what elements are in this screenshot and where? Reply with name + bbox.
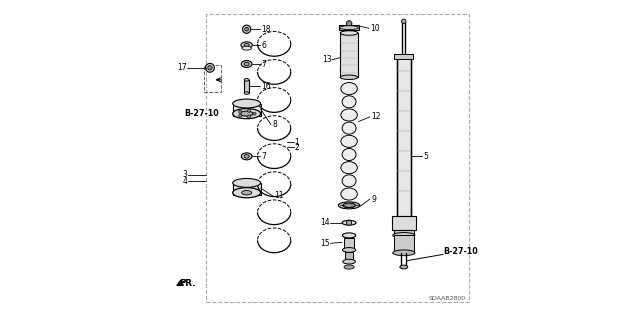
Text: 17: 17 <box>177 63 186 72</box>
Text: 16: 16 <box>262 82 271 91</box>
Circle shape <box>253 112 256 115</box>
Ellipse shape <box>233 188 260 198</box>
Ellipse shape <box>240 111 253 116</box>
Ellipse shape <box>342 122 356 134</box>
Bar <box>394 230 414 235</box>
Ellipse shape <box>244 155 249 158</box>
Circle shape <box>208 66 212 70</box>
Ellipse shape <box>342 248 356 252</box>
Text: 9: 9 <box>372 195 376 204</box>
Ellipse shape <box>342 233 356 238</box>
Ellipse shape <box>341 109 357 121</box>
Bar <box>346 252 353 262</box>
Ellipse shape <box>400 265 408 269</box>
Bar <box>397 55 411 216</box>
Text: B-27-10: B-27-10 <box>184 109 219 118</box>
Circle shape <box>401 19 406 24</box>
Ellipse shape <box>393 233 415 238</box>
Bar <box>392 216 416 230</box>
Bar <box>204 65 221 92</box>
Bar <box>233 183 260 195</box>
Text: SDAAB2800: SDAAB2800 <box>428 296 465 301</box>
Ellipse shape <box>342 175 356 187</box>
Text: 15: 15 <box>321 239 330 248</box>
Ellipse shape <box>241 190 252 195</box>
Ellipse shape <box>342 220 356 225</box>
Ellipse shape <box>233 178 260 187</box>
Ellipse shape <box>244 62 249 66</box>
Text: 11: 11 <box>274 191 284 200</box>
Ellipse shape <box>244 43 249 47</box>
Text: 10: 10 <box>371 24 380 33</box>
Text: 8: 8 <box>273 120 277 129</box>
Ellipse shape <box>244 92 249 94</box>
Circle shape <box>205 63 214 72</box>
Circle shape <box>244 27 248 31</box>
Bar <box>344 238 354 250</box>
Ellipse shape <box>393 250 415 256</box>
Text: 7: 7 <box>262 152 266 161</box>
Ellipse shape <box>340 31 358 35</box>
Ellipse shape <box>339 202 360 209</box>
Text: 18: 18 <box>262 25 271 34</box>
Ellipse shape <box>343 203 355 208</box>
Ellipse shape <box>241 42 252 48</box>
Text: 1: 1 <box>294 137 300 147</box>
Ellipse shape <box>341 162 357 174</box>
Ellipse shape <box>343 259 355 264</box>
Ellipse shape <box>340 75 358 79</box>
Text: 3: 3 <box>182 170 187 179</box>
Ellipse shape <box>244 78 249 81</box>
Ellipse shape <box>340 26 358 30</box>
Bar <box>339 25 359 30</box>
Circle shape <box>248 109 251 112</box>
Ellipse shape <box>242 46 252 50</box>
Ellipse shape <box>341 188 357 200</box>
Ellipse shape <box>342 148 356 160</box>
Text: 13: 13 <box>322 56 332 64</box>
Circle shape <box>239 110 242 113</box>
Bar <box>394 54 413 59</box>
Text: 12: 12 <box>372 112 381 121</box>
Text: 7: 7 <box>262 60 266 69</box>
Bar <box>394 235 414 253</box>
Ellipse shape <box>233 99 260 108</box>
Bar <box>340 33 358 77</box>
Ellipse shape <box>233 108 260 119</box>
Circle shape <box>346 21 352 26</box>
Ellipse shape <box>341 83 357 95</box>
Text: 14: 14 <box>321 218 330 227</box>
Ellipse shape <box>241 153 252 160</box>
Ellipse shape <box>341 135 357 147</box>
Text: 4: 4 <box>182 176 187 186</box>
Text: 5: 5 <box>424 152 428 161</box>
Circle shape <box>239 114 242 117</box>
Text: 2: 2 <box>294 143 300 152</box>
Bar <box>206 14 468 302</box>
Circle shape <box>243 25 251 33</box>
Text: B-27-10: B-27-10 <box>444 247 478 256</box>
Ellipse shape <box>241 61 252 68</box>
Ellipse shape <box>344 265 354 269</box>
Circle shape <box>248 115 251 118</box>
Ellipse shape <box>342 96 356 108</box>
Bar <box>244 80 249 93</box>
Circle shape <box>347 220 351 225</box>
Bar <box>233 104 260 116</box>
Text: 6: 6 <box>262 41 266 49</box>
Text: FR.: FR. <box>179 279 196 288</box>
